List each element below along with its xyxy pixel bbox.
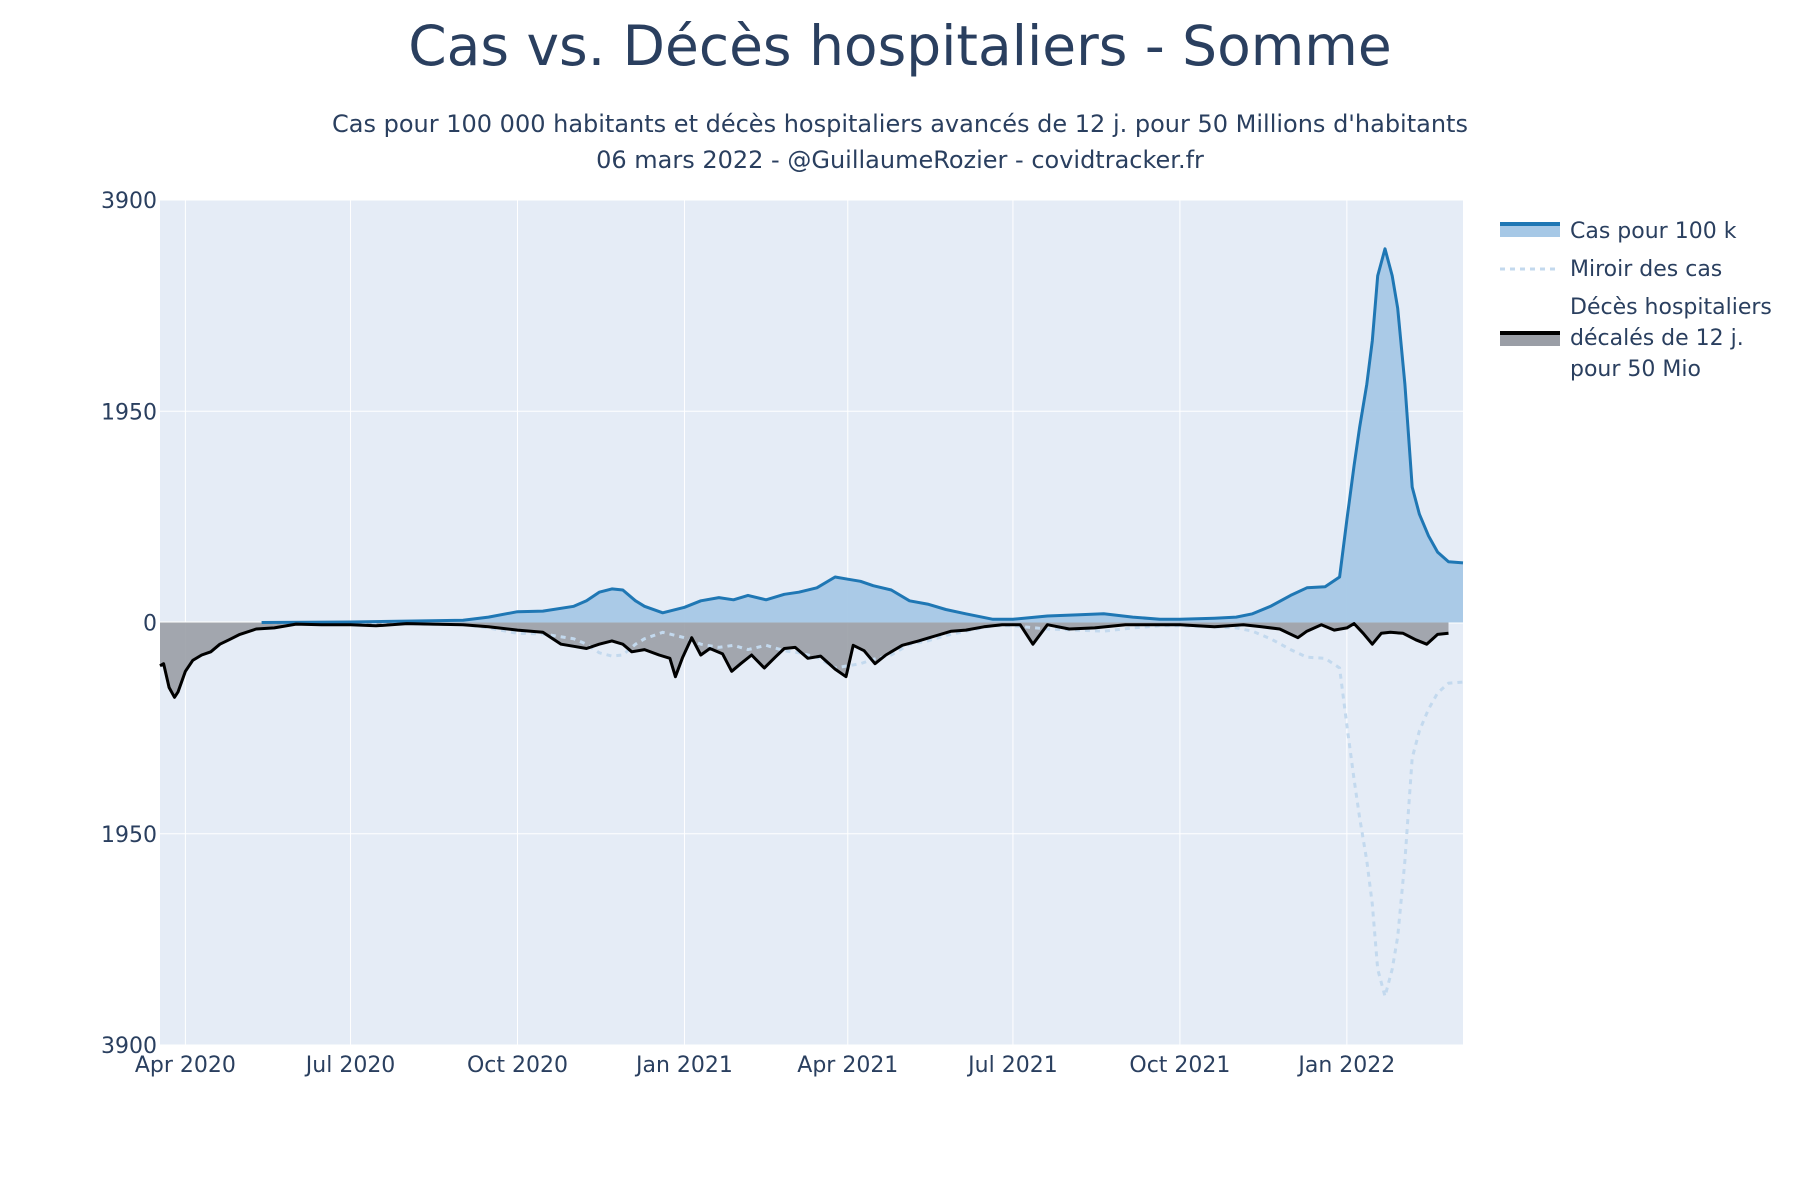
x-tick-label: Jan 2021 <box>634 1053 733 1078</box>
x-tick-label: Jul 2021 <box>966 1053 1058 1078</box>
y-tick-label: 3900 <box>101 189 157 214</box>
series-lines <box>159 247 1464 1003</box>
x-axis-tick-labels: Apr 2020 Jul 2020 Oct 2020 Jan 2021 Apr 2021… <box>135 1053 1395 1078</box>
subtitle-line-2: 06 mars 2022 - @GuillaumeRozier - covidt… <box>596 146 1204 174</box>
x-tick-label: Oct 2020 <box>467 1053 568 1078</box>
subtitle-line-1: Cas pour 100 000 habitants et décès hosp… <box>332 110 1468 138</box>
deaths-line <box>159 622 1449 699</box>
x-tick-label: Jul 2020 <box>304 1053 396 1078</box>
y-axis-tick-labels: 3900 1950 0 1950 3900 <box>101 189 157 1059</box>
y-tick-label: 1950 <box>101 400 157 425</box>
legend-label-deaths-line: Décès hospitaliers <box>1570 295 1772 320</box>
legend-label-deaths-line: décalés de 12 j. <box>1570 326 1744 351</box>
x-tick-label: Jan 2022 <box>1296 1053 1395 1078</box>
legend-swatch-deaths-fill <box>1500 334 1560 346</box>
x-tick-label: Apr 2020 <box>135 1053 236 1078</box>
area-fills <box>160 248 1464 698</box>
y-tick-label: 1950 <box>101 823 157 848</box>
deaths-area <box>160 622 1449 698</box>
y-tick-label: 3900 <box>101 1034 157 1059</box>
legend-label-deaths-line: pour 50 Mio <box>1570 357 1701 382</box>
legend-swatch-cases-fill <box>1500 223 1560 237</box>
y-tick-label: 0 <box>143 612 157 637</box>
x-tick-label: Apr 2021 <box>797 1053 898 1078</box>
chart-title: Cas vs. Décès hospitaliers - Somme <box>408 14 1392 78</box>
chart-subtitle: Cas pour 100 000 habitants et décès hosp… <box>0 106 1800 178</box>
x-tick-label: Oct 2021 <box>1129 1053 1230 1078</box>
legend-label-mirror: Miroir des cas <box>1570 257 1722 282</box>
legend[interactable]: Cas pour 100 k Miroir des cas Décès hospit… <box>1500 219 1772 382</box>
cases-line <box>261 247 1464 624</box>
legend-label-cases: Cas pour 100 k <box>1570 219 1737 244</box>
cases-area <box>261 248 1464 623</box>
legend-label-deaths: Décès hospitaliers décalés de 12 j. pour 5… <box>1570 295 1772 382</box>
